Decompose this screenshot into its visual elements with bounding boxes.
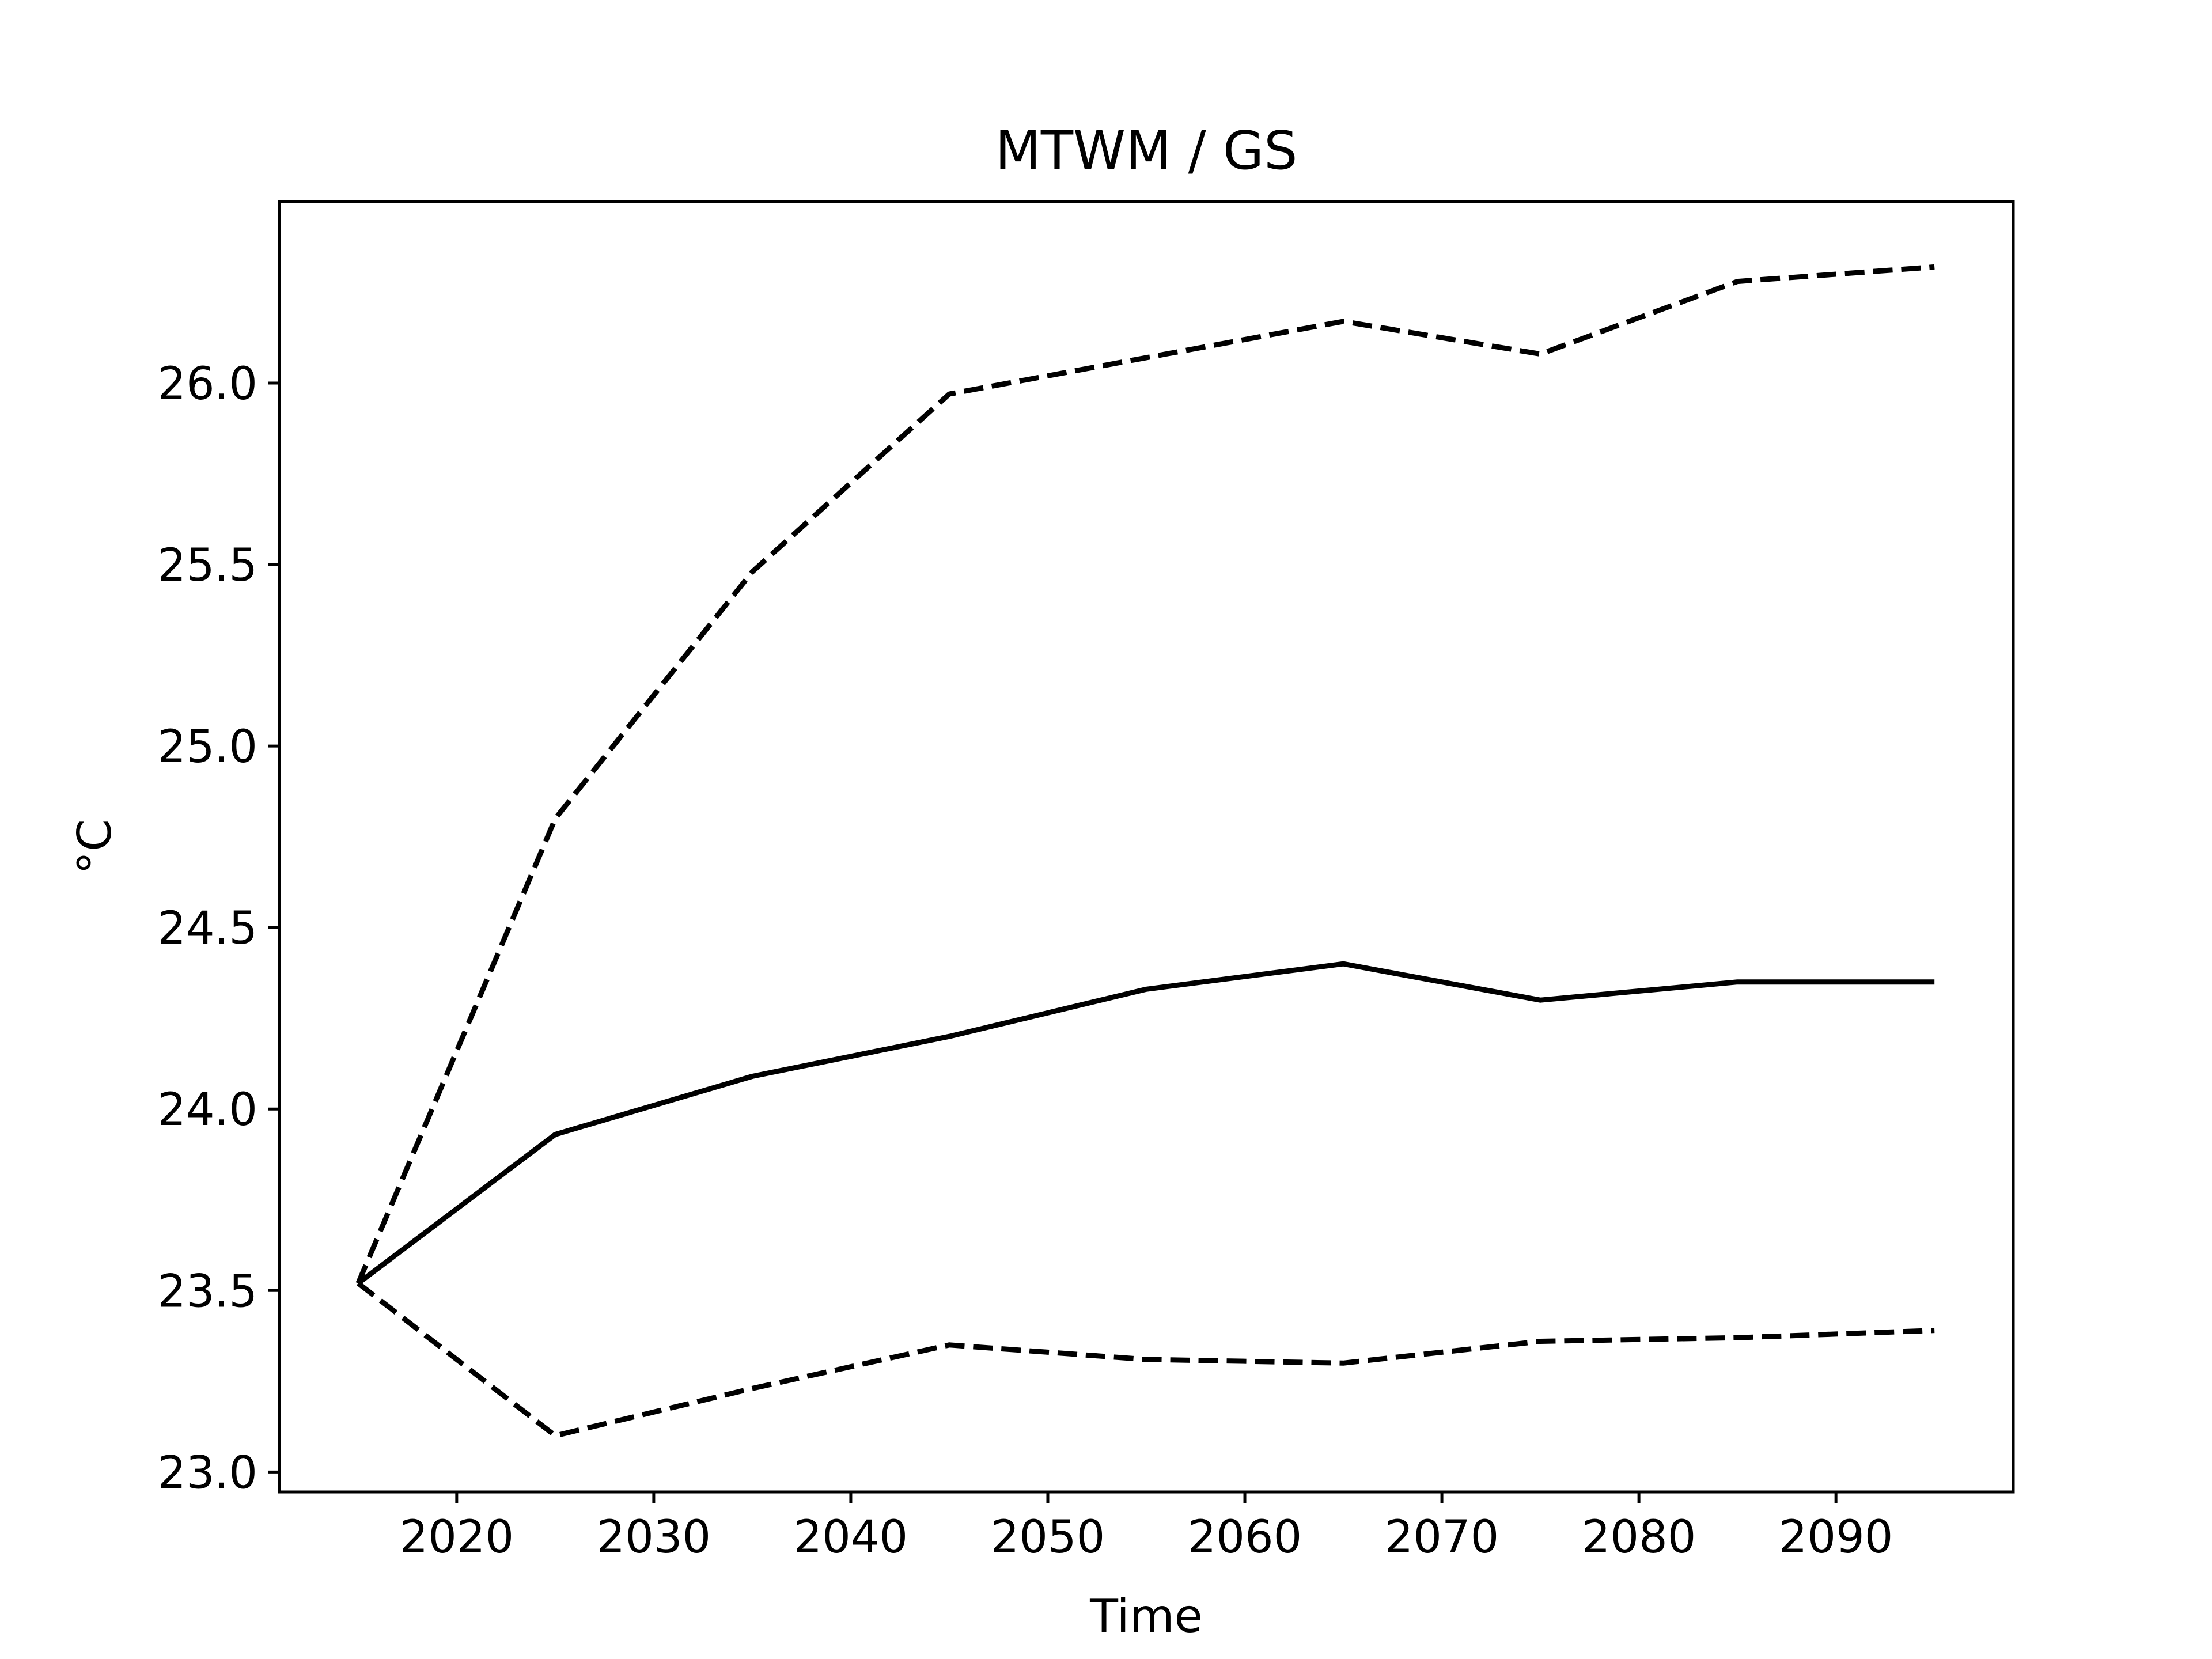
x-tick-label: 2060 xyxy=(1188,1512,1302,1563)
y-tick-label: 25.5 xyxy=(157,540,257,592)
chart-title: MTWM / GS xyxy=(995,120,1297,181)
y-tick-label: 26.0 xyxy=(157,358,257,410)
series-line-3 xyxy=(357,1281,1935,1438)
x-axis-label: Time xyxy=(1089,1589,1203,1643)
x-tick-label: 2020 xyxy=(400,1512,514,1563)
plot-frame xyxy=(278,200,2015,1494)
x-tick-label: 2030 xyxy=(597,1512,711,1563)
y-tick-label: 23.5 xyxy=(157,1266,257,1317)
y-tick-label: 23.0 xyxy=(157,1447,257,1499)
x-tick-label: 2050 xyxy=(991,1512,1105,1563)
series-line-1 xyxy=(355,264,1935,1285)
x-tick-label: 2090 xyxy=(1779,1512,1893,1563)
series-line-2 xyxy=(357,961,1935,1286)
x-tick-label: 2040 xyxy=(794,1512,908,1563)
y-tick-label: 24.0 xyxy=(157,1084,257,1136)
series-layer xyxy=(355,264,1935,1438)
y-tick-label: 24.5 xyxy=(157,903,257,955)
y-axis-ticks: 23.0 23.5 24.0 24.5 25.0 25.5 26.0 xyxy=(157,358,279,1499)
y-axis-label: °C xyxy=(68,819,122,874)
y-tick-label: 25.0 xyxy=(157,721,257,773)
x-axis-ticks: 2020 2030 2040 2050 2060 2070 2080 2090 xyxy=(400,1492,1893,1563)
x-tick-label: 2080 xyxy=(1582,1512,1696,1563)
x-tick-label: 2070 xyxy=(1385,1512,1499,1563)
